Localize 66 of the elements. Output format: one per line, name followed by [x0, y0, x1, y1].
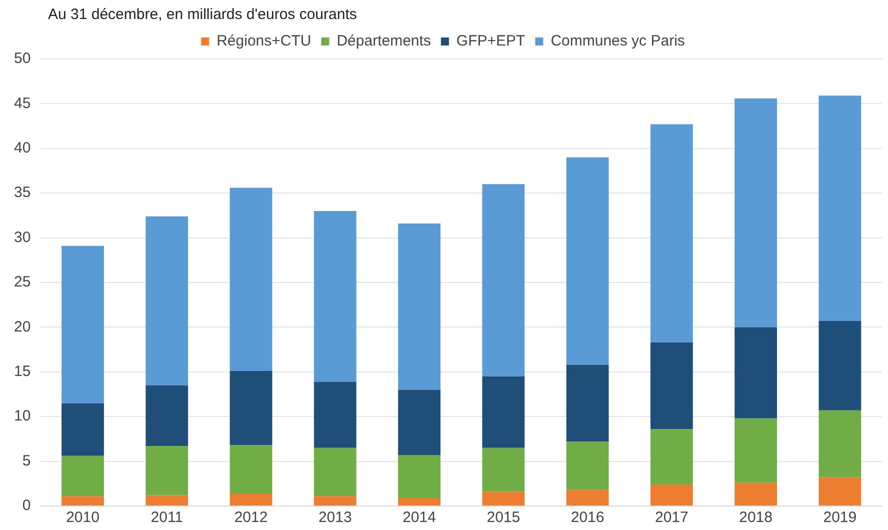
bar [314, 382, 356, 448]
bar [146, 216, 188, 386]
bar [62, 456, 104, 496]
y-tick-label: 40 [14, 140, 31, 157]
y-tick-label: 35 [14, 184, 31, 202]
y-tick-label: 5 [22, 452, 31, 470]
bar [62, 403, 104, 456]
bar [650, 124, 693, 342]
y-tick-label: 10 [14, 408, 31, 425]
x-tick-label: 2013 [318, 509, 352, 526]
bar [482, 184, 525, 376]
y-tick-label: 15 [14, 363, 31, 380]
bar [230, 188, 272, 372]
bar [314, 210, 356, 382]
y-tick-label: 25 [14, 274, 31, 291]
bar [230, 445, 272, 494]
bar [230, 371, 272, 446]
x-tick-label: 2019 [823, 509, 857, 526]
bar [650, 342, 693, 430]
bar [482, 492, 525, 506]
y-tick-label: 20 [14, 318, 31, 336]
bar [818, 96, 862, 321]
bar [734, 98, 778, 328]
legend-label: Communes yc Paris [550, 32, 685, 50]
bar [650, 429, 693, 485]
bar [818, 320, 862, 410]
x-tick-label: 2014 [402, 509, 436, 526]
y-tick-label: 0 [22, 497, 31, 514]
bar [62, 246, 104, 404]
y-tick-label: 45 [14, 94, 31, 112]
bar [734, 327, 778, 418]
bar [146, 385, 188, 446]
x-tick-label: 2018 [739, 509, 772, 526]
y-tick-label: 30 [14, 228, 31, 246]
x-tick-label: 2017 [654, 509, 688, 526]
bar [62, 496, 104, 506]
bar [398, 455, 440, 498]
x-tick-label: 2011 [150, 509, 184, 526]
chart-title: Au 31 décembre, en milliards d'euros courants [48, 6, 357, 23]
bar [734, 418, 778, 483]
bar [146, 495, 188, 506]
bar [230, 493, 272, 506]
x-tick-label: 2010 [66, 509, 100, 526]
bar [314, 448, 356, 496]
bar [566, 364, 609, 442]
bar [482, 376, 525, 448]
y-tick-label: 50 [14, 50, 31, 68]
bar [818, 410, 862, 478]
bar [650, 484, 693, 506]
bar [398, 390, 440, 456]
x-tick-label: 2015 [486, 509, 520, 526]
legend-label: Régions+CTU [216, 32, 312, 50]
bar [818, 477, 862, 506]
bar [482, 448, 525, 492]
bar [566, 157, 609, 365]
legend-label: Départements [336, 32, 431, 50]
bar [566, 442, 609, 490]
x-tick-label: 2016 [570, 509, 604, 526]
legend-label: GFP+EPT [456, 32, 526, 50]
bar [146, 446, 188, 496]
bar [314, 496, 356, 506]
bar [398, 498, 440, 506]
bar [734, 482, 778, 506]
bar [398, 223, 440, 390]
x-tick-label: 2012 [234, 509, 268, 526]
bar [566, 490, 609, 506]
